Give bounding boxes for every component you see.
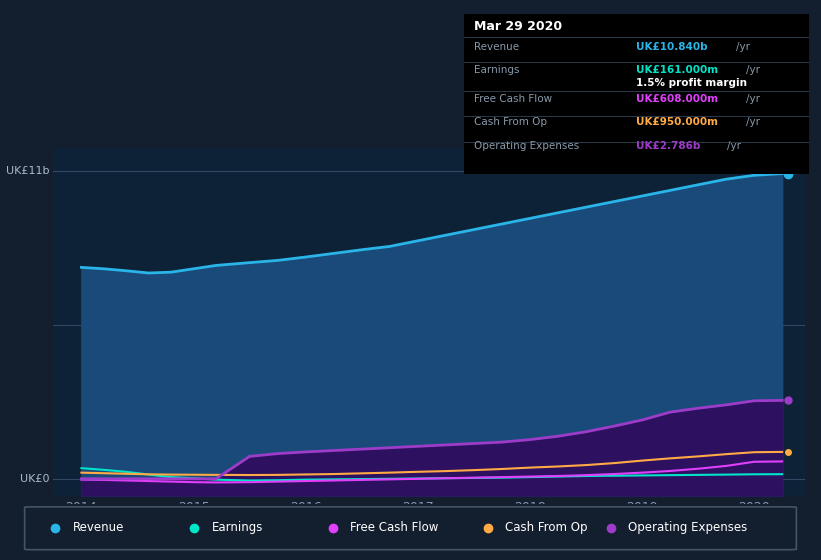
Text: UK£2.786b: UK£2.786b (636, 141, 700, 151)
Text: UK£950.000m: UK£950.000m (636, 117, 718, 127)
FancyBboxPatch shape (25, 507, 796, 550)
Text: UK£161.000m: UK£161.000m (636, 65, 718, 75)
Text: /yr: /yr (746, 65, 760, 75)
Text: Cash From Op: Cash From Op (505, 521, 587, 534)
Text: UK£608.000m: UK£608.000m (636, 94, 718, 104)
Text: Free Cash Flow: Free Cash Flow (475, 94, 553, 104)
Text: Earnings: Earnings (211, 521, 263, 534)
Text: UK£0: UK£0 (20, 474, 49, 484)
Text: Revenue: Revenue (475, 42, 520, 52)
Text: /yr: /yr (736, 42, 750, 52)
Text: UK£10.840b: UK£10.840b (636, 42, 708, 52)
Text: 1.5% profit margin: 1.5% profit margin (636, 78, 747, 88)
Text: Operating Expenses: Operating Expenses (475, 141, 580, 151)
Text: Cash From Op: Cash From Op (475, 117, 548, 127)
Text: /yr: /yr (746, 117, 760, 127)
Text: Operating Expenses: Operating Expenses (628, 521, 747, 534)
Text: Free Cash Flow: Free Cash Flow (351, 521, 438, 534)
Text: Revenue: Revenue (72, 521, 124, 534)
Text: UK£11b: UK£11b (6, 166, 49, 176)
Text: /yr: /yr (746, 94, 760, 104)
Text: /yr: /yr (727, 141, 741, 151)
Text: Mar 29 2020: Mar 29 2020 (475, 20, 562, 32)
Text: Earnings: Earnings (475, 65, 520, 75)
